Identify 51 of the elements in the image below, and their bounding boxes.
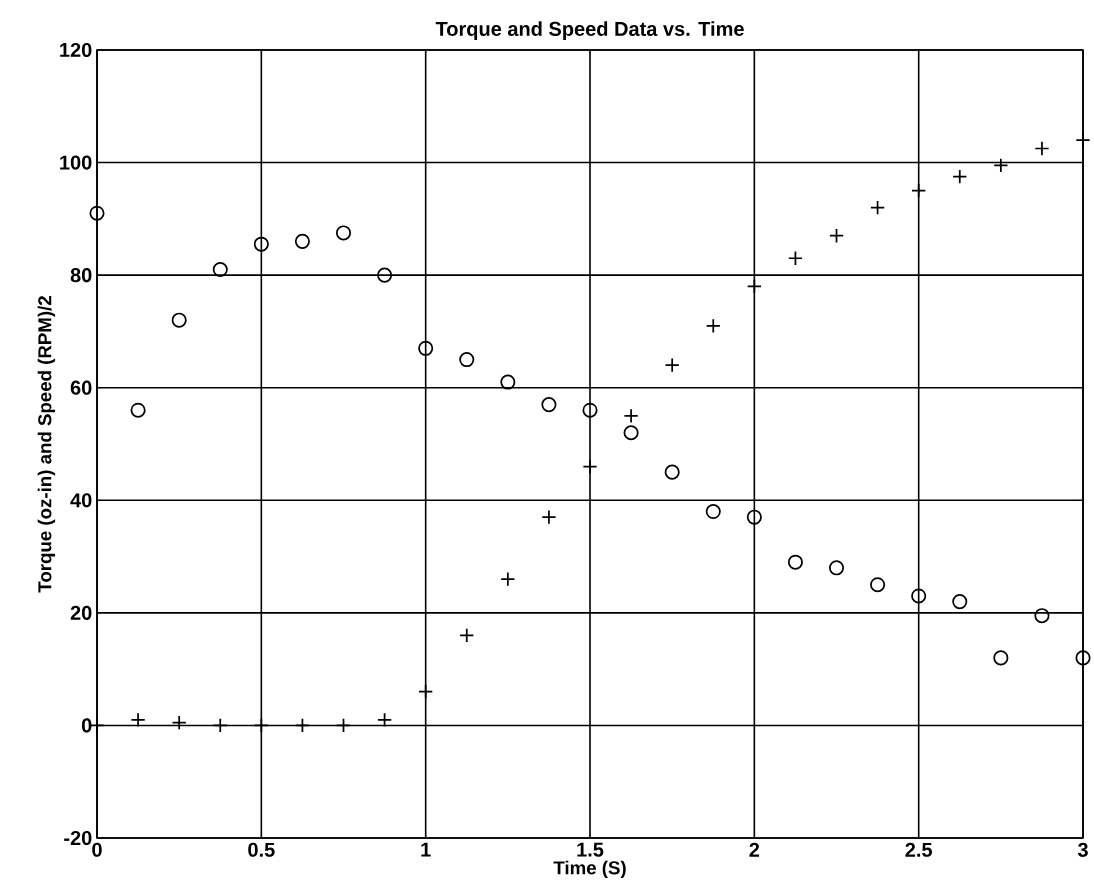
x-tick-label: 2.5: [905, 842, 933, 857]
point: [500, 374, 516, 390]
x-tick-label: 0.5: [248, 842, 275, 857]
point: [1034, 608, 1050, 624]
point: [828, 560, 845, 576]
point: [212, 261, 228, 278]
point: [1034, 140, 1050, 157]
point: [377, 267, 393, 283]
point: [1075, 650, 1091, 666]
x-tick-label: 1: [421, 842, 431, 857]
point: [828, 228, 845, 244]
point: [705, 504, 721, 520]
point: [541, 397, 557, 413]
point: [171, 312, 187, 328]
point: [582, 402, 598, 418]
point: [459, 352, 475, 368]
y-tick-label: 100: [60, 155, 92, 170]
y-tick-label: 60: [70, 380, 92, 395]
point: [582, 458, 598, 475]
point: [870, 577, 886, 593]
point: [130, 402, 146, 418]
y-tick-label: 20: [70, 605, 92, 620]
point: [664, 464, 680, 480]
point: [294, 233, 310, 249]
point: [952, 594, 968, 610]
point: [335, 225, 352, 241]
point: [787, 250, 803, 266]
x-axis-title: Time (S): [553, 860, 626, 879]
point: [787, 554, 803, 570]
point: [459, 627, 475, 643]
point: [746, 509, 762, 525]
point: [870, 200, 886, 216]
point: [418, 340, 434, 356]
point: [89, 205, 105, 221]
x-tick-label: 0: [92, 842, 102, 857]
point: [952, 169, 968, 185]
point: [623, 425, 639, 441]
y-tick-label: 40: [70, 493, 92, 508]
x-tick-label: 2: [749, 842, 760, 857]
y-axis-title: Torque (oz-in) and Speed (RPM)/2: [37, 296, 56, 593]
point: [253, 236, 269, 252]
x-tick-label: 3: [1077, 842, 1088, 857]
y-tick-label: 0: [81, 718, 92, 733]
y-tick-label: 120: [60, 42, 92, 58]
x-tick-label: 1.5: [577, 842, 604, 857]
y-tick-label: -20: [64, 830, 92, 846]
y-tick-label: 80: [70, 268, 92, 283]
point: [171, 715, 187, 731]
chart-title: Torque and Speed Data vs. Time: [435, 21, 744, 40]
point: [911, 588, 927, 604]
point: [993, 650, 1009, 666]
